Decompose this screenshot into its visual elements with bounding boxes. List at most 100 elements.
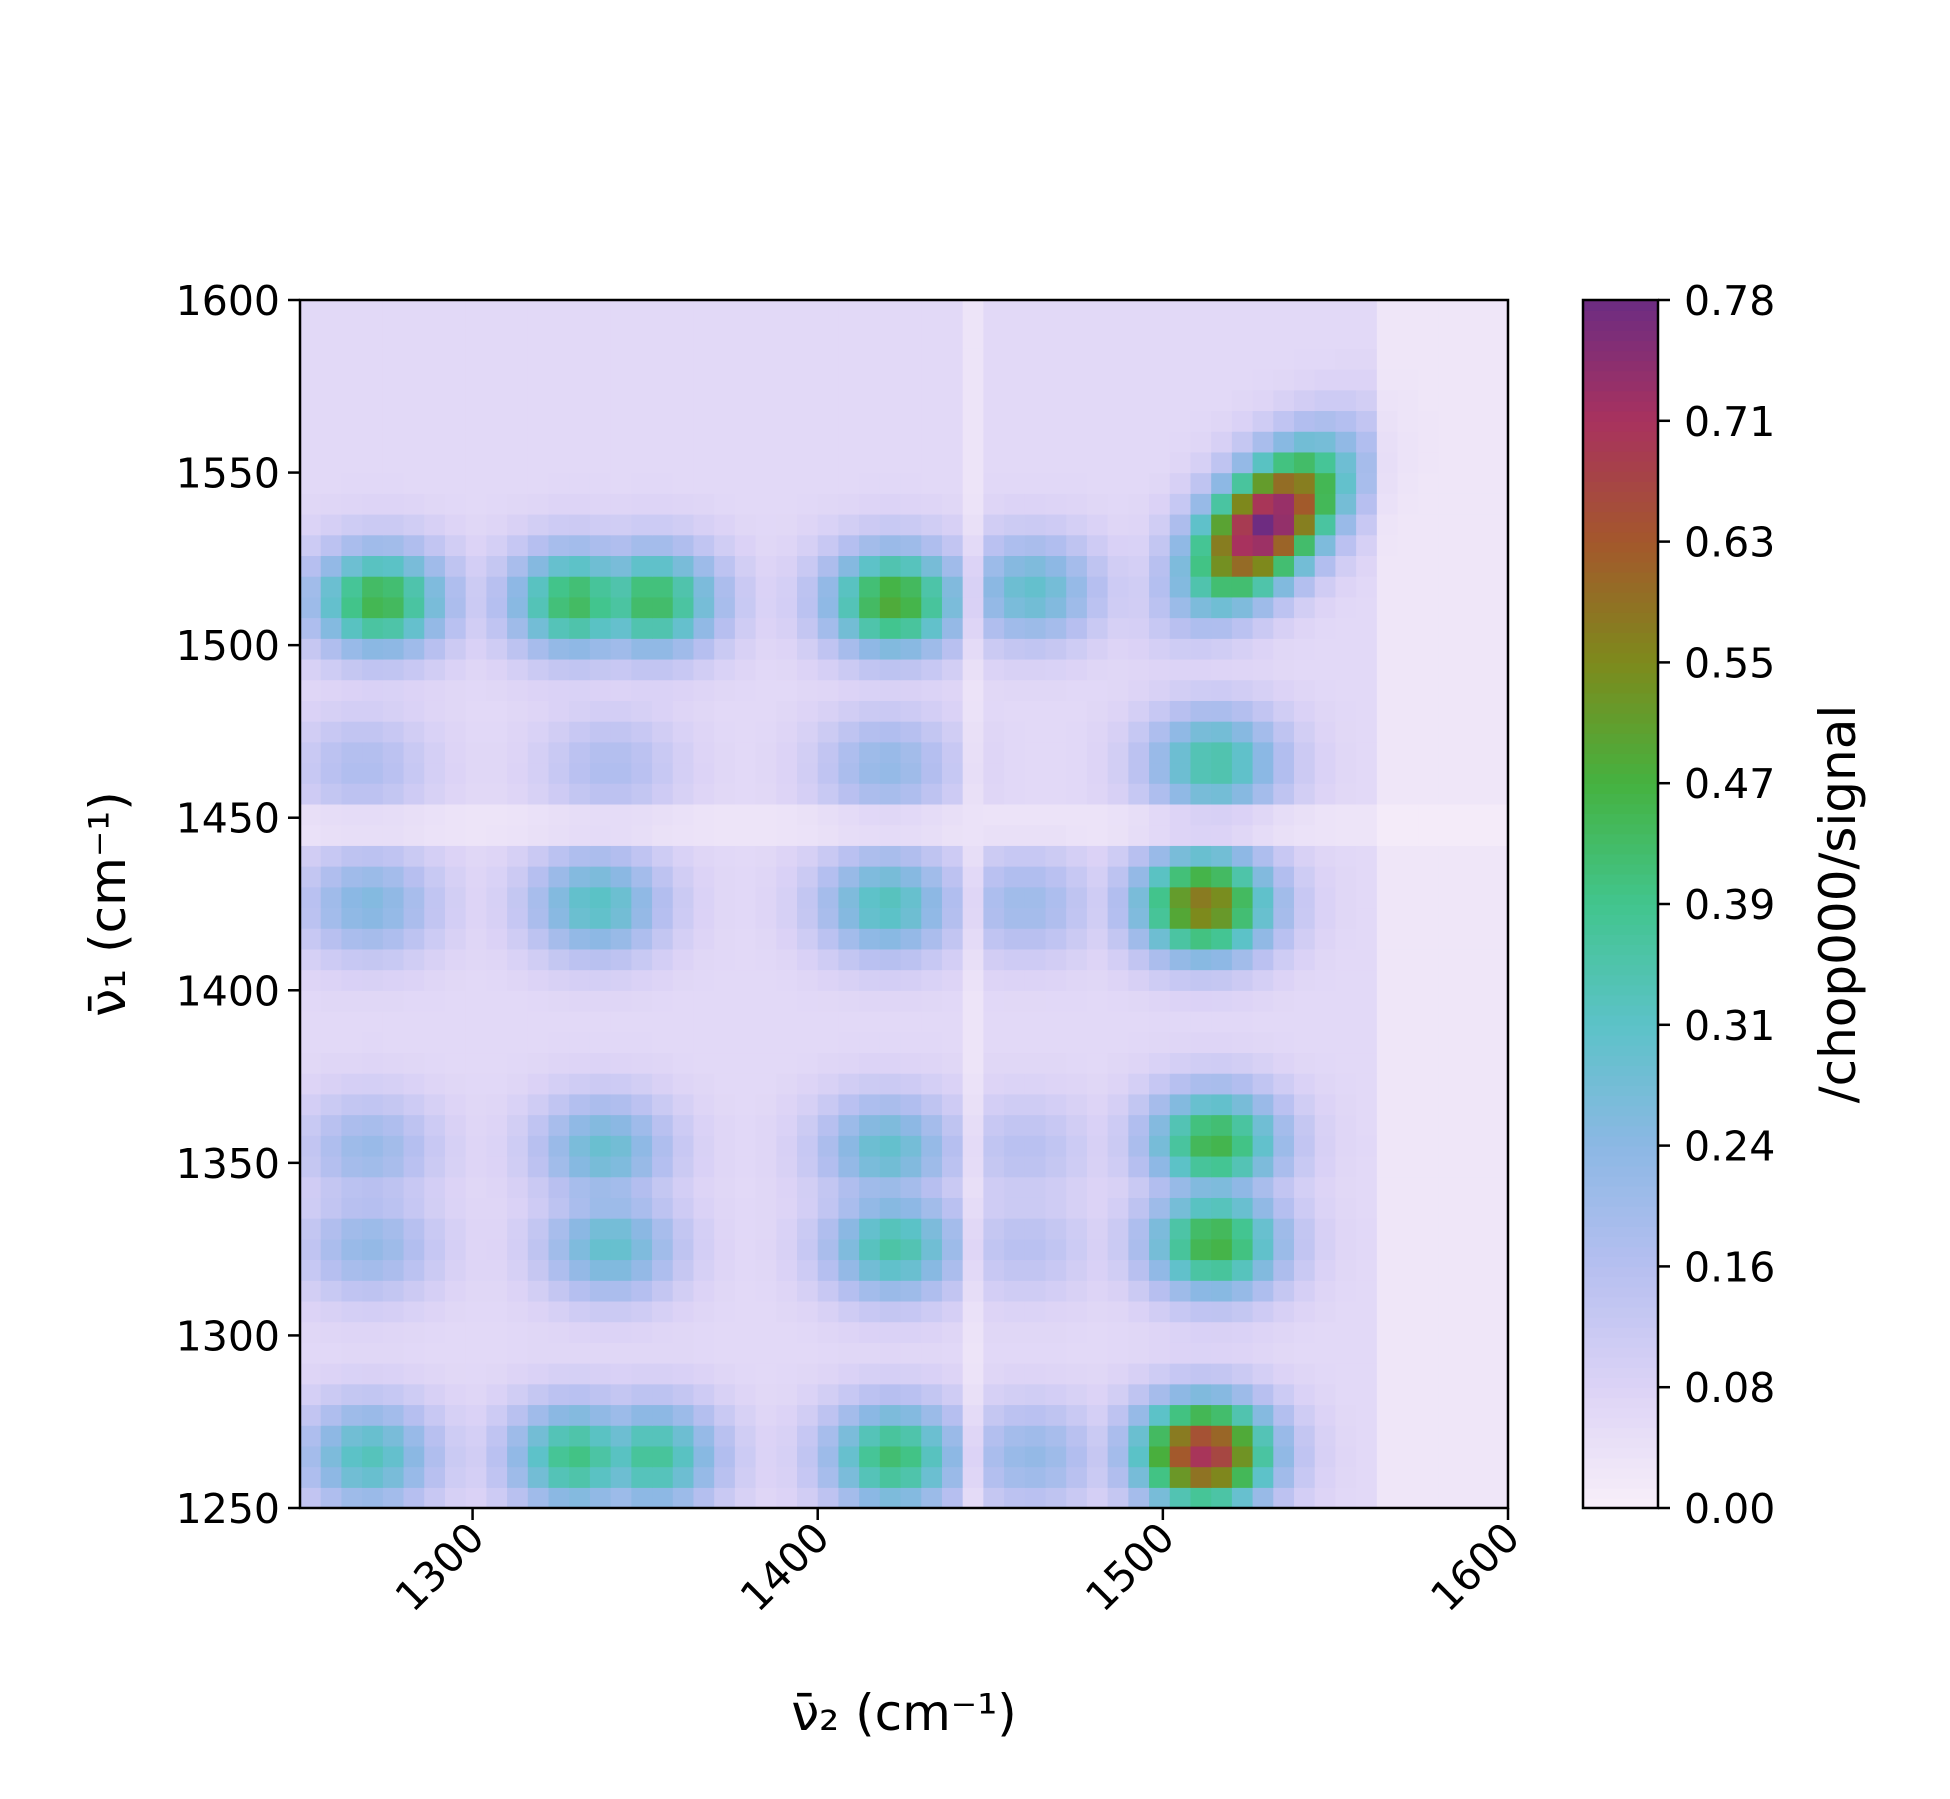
heatmap-cell [465, 1073, 487, 1095]
heatmap-cell [1107, 1300, 1129, 1323]
heatmap-cell [879, 1342, 902, 1364]
heatmap-cell [1480, 1425, 1502, 1447]
heatmap-cell [1356, 1010, 1378, 1033]
heatmap-cell [444, 300, 467, 308]
heatmap-cell [1480, 948, 1502, 971]
heatmap-cell [921, 1197, 943, 1219]
heatmap-cell [652, 721, 674, 743]
heatmap-cell [548, 369, 570, 391]
heatmap-cell [548, 1031, 570, 1054]
colorbar-segment [1583, 1185, 1658, 1197]
heatmap-cell [1376, 845, 1399, 867]
heatmap-cell [1356, 803, 1378, 826]
heatmap-cell [548, 493, 570, 515]
heatmap-cell [962, 389, 984, 412]
heatmap-cell [900, 431, 922, 453]
heatmap-cell [1149, 638, 1171, 660]
heatmap-cell [755, 1135, 777, 1157]
heatmap-cell [1128, 451, 1150, 474]
heatmap-cell [755, 534, 777, 557]
heatmap-cell [589, 1466, 612, 1488]
heatmap-cell [548, 1487, 570, 1509]
heatmap-cell [1501, 990, 1509, 1012]
heatmap-cell [1045, 1342, 1067, 1364]
heatmap-cell [1376, 638, 1399, 660]
heatmap-cell [1376, 1425, 1399, 1447]
heatmap-cell [610, 907, 632, 929]
heatmap-cell [1107, 990, 1129, 1012]
heatmap-cell [610, 493, 632, 515]
heatmap-cell [486, 1176, 508, 1198]
heatmap-cell [444, 886, 467, 909]
heatmap-cell [1149, 451, 1171, 474]
heatmap-cell [1252, 1093, 1274, 1116]
heatmap-cell [755, 306, 777, 329]
heatmap-cell [921, 1342, 943, 1364]
heatmap-cell [362, 300, 384, 308]
heatmap-cell [838, 1031, 860, 1054]
heatmap-cell [548, 576, 570, 598]
heatmap-cell [610, 928, 632, 950]
colorbar-segment [1583, 430, 1658, 442]
heatmap-cell [341, 1487, 363, 1509]
colorbar-segment [1583, 501, 1658, 513]
heatmap-cell [444, 803, 467, 826]
heatmap-cell [1024, 969, 1047, 991]
heatmap-cell [859, 1052, 881, 1074]
heatmap-cell [1376, 1363, 1399, 1385]
heatmap-cell [424, 845, 446, 867]
heatmap-cell [1480, 1363, 1502, 1385]
heatmap-cell [1066, 721, 1088, 743]
heatmap-cell [879, 617, 902, 639]
heatmap-cell [941, 1031, 964, 1054]
heatmap-cell [1376, 1383, 1399, 1406]
heatmap-cell [983, 389, 1005, 412]
heatmap-cell [403, 1238, 425, 1261]
heatmap-cell [1149, 741, 1171, 764]
heatmap-cell [631, 1155, 653, 1178]
heatmap-cell [1211, 1342, 1233, 1364]
heatmap-cell [1231, 1445, 1254, 1468]
heatmap-cell [1004, 1425, 1026, 1447]
heatmap-cell [838, 948, 860, 971]
heatmap-cell [1004, 513, 1026, 536]
heatmap-cell [1252, 472, 1274, 494]
heatmap-cell [1149, 845, 1171, 867]
colorbar-segment [1583, 1437, 1658, 1449]
heatmap-cell [941, 1052, 964, 1074]
heatmap-cell [1004, 886, 1026, 909]
heatmap-cell [341, 1363, 363, 1385]
heatmap-cell [403, 1445, 425, 1468]
heatmap-cell [817, 493, 840, 515]
heatmap-cell [1086, 1114, 1109, 1136]
colorbar-segment [1583, 843, 1658, 855]
heatmap-cell [1024, 410, 1047, 432]
heatmap-cell [879, 1155, 902, 1178]
heatmap-cell [734, 1093, 757, 1116]
heatmap-cell [589, 803, 612, 826]
heatmap-cell [1459, 389, 1481, 412]
heatmap-cell [921, 1425, 943, 1447]
heatmap-cell [569, 534, 591, 557]
heatmap-cell [341, 513, 363, 536]
heatmap-cell [797, 1093, 819, 1116]
colorbar-segment [1583, 763, 1658, 774]
heatmap-cell [879, 638, 902, 660]
colorbar-segment [1583, 400, 1658, 412]
heatmap-cell [486, 451, 508, 474]
heatmap-cell [755, 1176, 777, 1198]
heatmap-cell [1231, 1383, 1254, 1406]
heatmap-cell [403, 431, 425, 453]
heatmap-cell [1252, 534, 1274, 557]
heatmap-cell [631, 306, 653, 329]
heatmap-cell [962, 1342, 984, 1364]
heatmap-cell [424, 1404, 446, 1426]
heatmap-cell [1045, 1052, 1067, 1074]
heatmap-cell [527, 1300, 550, 1323]
heatmap-cell [983, 1135, 1005, 1157]
heatmap-cell [1294, 1383, 1316, 1406]
heatmap-cell [465, 555, 487, 577]
heatmap-cell [1024, 886, 1047, 909]
heatmap-cell [444, 1383, 467, 1406]
heatmap-cell [424, 1218, 446, 1240]
